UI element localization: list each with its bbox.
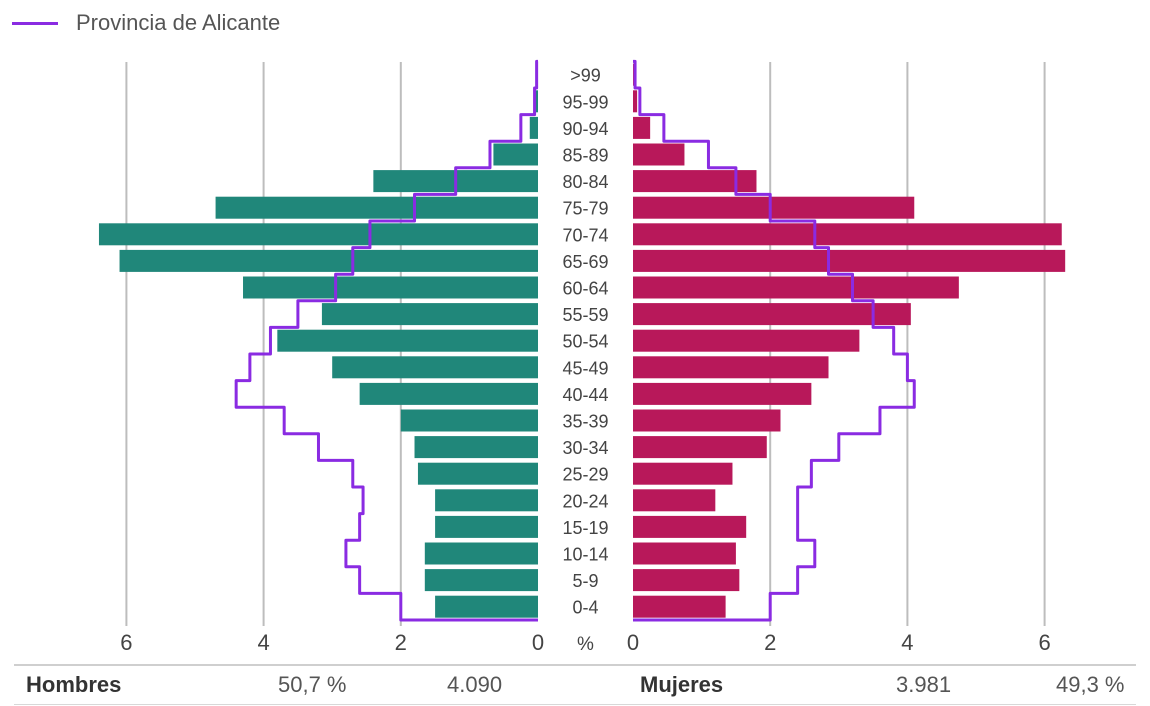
hombres-count: 4.090: [447, 672, 503, 697]
age-group-label: 10-14: [562, 545, 608, 565]
bar-mujeres: [633, 382, 812, 405]
age-group-label: 15-19: [562, 518, 608, 538]
bar-hombres: [215, 196, 538, 219]
bar-hombres: [98, 223, 539, 246]
x-tick-label: 0: [532, 630, 544, 655]
x-tick-label: 2: [764, 630, 776, 655]
bar-mujeres: [633, 116, 651, 139]
x-tick-label: %: [577, 634, 594, 655]
x-tick-label: 6: [120, 630, 132, 655]
bar-mujeres: [633, 515, 747, 538]
age-group-label: 40-44: [562, 385, 608, 405]
bar-hombres: [277, 329, 538, 352]
age-group-label: 25-29: [562, 465, 608, 485]
hombres-percent: 50,7 %: [278, 672, 347, 697]
bar-mujeres: [633, 223, 1062, 246]
x-tick-label: 4: [257, 630, 269, 655]
age-group-label: >99: [570, 66, 601, 86]
bar-mujeres: [633, 462, 733, 485]
age-group-label: 20-24: [562, 491, 608, 511]
x-tick-label: 2: [395, 630, 407, 655]
age-group-label: 50-54: [562, 332, 608, 352]
age-group-label: 70-74: [562, 225, 608, 245]
bar-hombres: [417, 462, 538, 485]
bar-hombres: [435, 489, 538, 512]
footer-divider-bottom: [14, 704, 1136, 705]
summary-footer: Hombres 50,7 % 4.090 Mujeres 3.981 49,3 …: [0, 660, 1150, 706]
bar-mujeres: [633, 489, 716, 512]
age-group-label: 75-79: [562, 199, 608, 219]
age-group-label: 45-49: [562, 358, 608, 378]
bar-hombres: [424, 569, 538, 592]
bar-hombres: [529, 116, 538, 139]
age-group-label: 55-59: [562, 305, 608, 325]
bar-hombres: [321, 303, 538, 326]
mujeres-label: Mujeres: [640, 672, 724, 697]
mujeres-count: 3.981: [896, 672, 952, 697]
bar-hombres: [424, 542, 538, 565]
bar-mujeres: [633, 303, 911, 326]
bar-mujeres: [633, 249, 1066, 272]
bar-mujeres: [633, 276, 959, 299]
age-group-label: 80-84: [562, 172, 608, 192]
bar-mujeres: [633, 90, 638, 113]
hombres-label: Hombres: [26, 672, 122, 697]
population-pyramid-chart: 0-4 5-9 10-14 15-19 20-24 25-29 30-34 35-39 40-4…: [98, 59, 1066, 655]
age-group-label: 85-89: [562, 146, 608, 166]
bar-hombres: [414, 436, 538, 459]
bar-mujeres: [633, 409, 781, 432]
bar-hombres: [493, 143, 538, 166]
age-group-label: 35-39: [562, 412, 608, 432]
age-group-label: 60-64: [562, 279, 608, 299]
x-tick-label: 6: [1038, 630, 1050, 655]
age-group-label: 90-94: [562, 119, 608, 139]
footer-divider-top: [14, 664, 1136, 666]
legend-swatch: [12, 21, 58, 25]
bar-mujeres: [633, 63, 634, 86]
mujeres-percent: 49,3 %: [1056, 672, 1125, 697]
bar-mujeres: [633, 170, 757, 193]
bar-hombres: [435, 515, 538, 538]
bar-hombres: [535, 90, 538, 113]
outline-mujeres: [633, 59, 916, 622]
age-group-label: 95-99: [562, 92, 608, 112]
age-group-label: 30-34: [562, 438, 608, 458]
bar-hombres: [400, 409, 538, 432]
bar-hombres: [435, 595, 538, 618]
bar-mujeres: [633, 356, 829, 379]
bar-mujeres: [633, 329, 860, 352]
age-group-label: 65-69: [562, 252, 608, 272]
bar-mujeres: [633, 196, 915, 219]
chart-legend: Provincia de Alicante: [12, 8, 280, 38]
bar-mujeres: [633, 436, 767, 459]
bar-hombres: [243, 276, 538, 299]
bar-hombres: [119, 249, 538, 272]
x-tick-label: 4: [901, 630, 913, 655]
x-tick-label: 0: [627, 630, 639, 655]
legend-label: Provincia de Alicante: [76, 10, 281, 35]
bar-mujeres: [633, 595, 726, 618]
bar-mujeres: [633, 143, 685, 166]
age-group-label: 5-9: [572, 571, 598, 591]
bar-hombres: [332, 356, 538, 379]
bar-mujeres: [633, 542, 736, 565]
bar-mujeres: [633, 569, 740, 592]
bar-hombres: [359, 382, 538, 405]
outline-hombres: [234, 59, 539, 622]
age-group-label: 0-4: [572, 598, 598, 618]
